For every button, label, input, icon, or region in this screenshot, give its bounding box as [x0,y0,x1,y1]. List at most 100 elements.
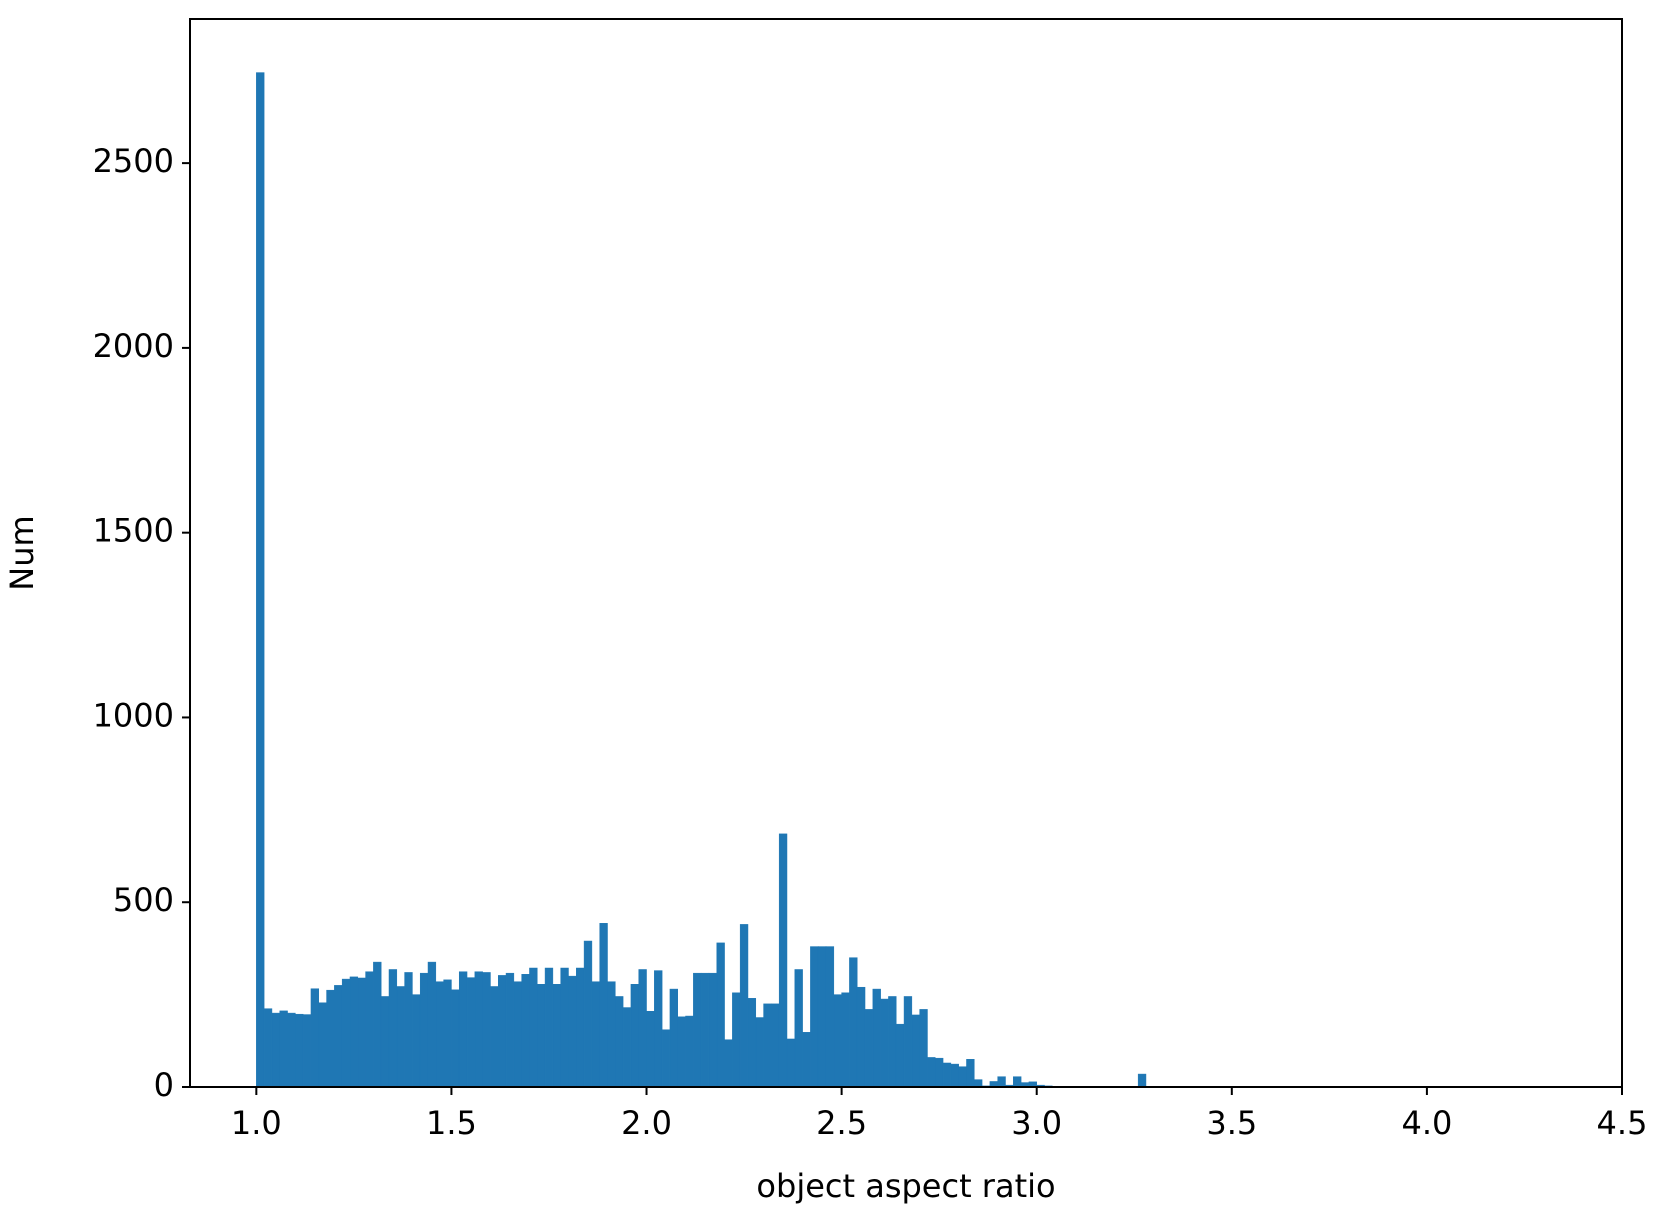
bar [443,979,452,1088]
bar [474,971,483,1088]
bar [263,1008,273,1088]
bar [685,1015,694,1088]
x-tick-label: 2.0 [621,1104,672,1142]
y-tick-label: 1500 [93,512,174,550]
bar [373,961,382,1088]
y-tick-label: 0 [154,1066,174,1104]
bar [591,981,600,1088]
bar [786,1038,796,1088]
bar [466,977,476,1088]
bar [287,1012,296,1088]
bar [544,967,554,1088]
bar [755,1017,764,1088]
bar [1137,1073,1147,1088]
y-tick-label: 2500 [93,142,174,180]
bar [825,946,835,1088]
bar [794,969,803,1088]
bar [576,967,585,1088]
bar [349,976,359,1088]
bar [256,72,265,1088]
x-tick-label: 3.0 [1011,1104,1062,1142]
y-axis-label: Num [3,515,41,590]
bar [763,1003,772,1088]
bar [482,972,491,1088]
bar [521,974,530,1088]
bar [739,924,749,1088]
bar [630,984,639,1088]
bar [490,986,499,1088]
bar [817,946,827,1088]
x-axis-label: object aspect ratio [756,1167,1055,1205]
bar [622,1007,632,1088]
bar [615,996,624,1088]
bar [295,1013,304,1088]
bar [927,1057,936,1088]
bar [864,1009,874,1088]
bar [849,957,858,1088]
bar [318,1002,327,1088]
bar [412,994,421,1088]
bar [919,1009,928,1088]
x-tick-label: 4.5 [1597,1104,1648,1142]
bar [458,971,468,1088]
bar [654,970,663,1088]
bar [700,972,710,1088]
bar [856,986,866,1088]
bar [778,833,788,1088]
bar [505,972,515,1088]
bar [326,989,335,1088]
plot-frame [189,18,1623,1088]
bar [716,942,725,1088]
bar [677,1016,686,1088]
bar [966,1059,975,1088]
bar [599,923,608,1088]
bar [334,985,343,1088]
x-tick-label: 4.0 [1401,1104,1452,1142]
bar [669,988,678,1088]
bar [513,981,522,1088]
bar [357,977,366,1088]
bar [271,1012,280,1088]
bar [888,996,897,1088]
bar [942,1062,952,1088]
bar [498,975,507,1088]
bar [872,988,881,1088]
y-tick-label: 1000 [93,696,174,734]
bar [950,1063,959,1088]
x-tick-label: 3.5 [1206,1104,1257,1142]
bar [903,996,913,1088]
bar [302,1014,312,1088]
bar [638,969,647,1088]
bar [279,1010,288,1088]
bar [607,981,616,1088]
bar [419,972,429,1088]
bar [646,1010,655,1088]
bar [724,1039,733,1088]
bar [435,981,444,1088]
x-tick-label: 1.0 [231,1104,282,1142]
bar [380,996,390,1088]
bar [396,986,405,1088]
bar [693,972,702,1088]
bar [935,1057,944,1088]
bar [841,992,850,1088]
bar [310,988,320,1088]
bar [732,992,741,1088]
x-tick-label: 1.5 [426,1104,477,1142]
bar [810,946,819,1088]
bar [895,1023,905,1088]
bar [747,998,757,1088]
bar [404,972,413,1088]
bar [833,994,842,1088]
y-tick-label: 2000 [93,327,174,365]
bar [365,971,374,1088]
bar [583,940,593,1088]
bar [341,978,351,1088]
bar [568,975,577,1088]
bar [802,1032,811,1088]
bar [974,1079,983,1088]
bar [560,967,569,1088]
bar [661,1029,671,1088]
y-tick-label: 500 [113,881,174,919]
bar [451,989,460,1088]
